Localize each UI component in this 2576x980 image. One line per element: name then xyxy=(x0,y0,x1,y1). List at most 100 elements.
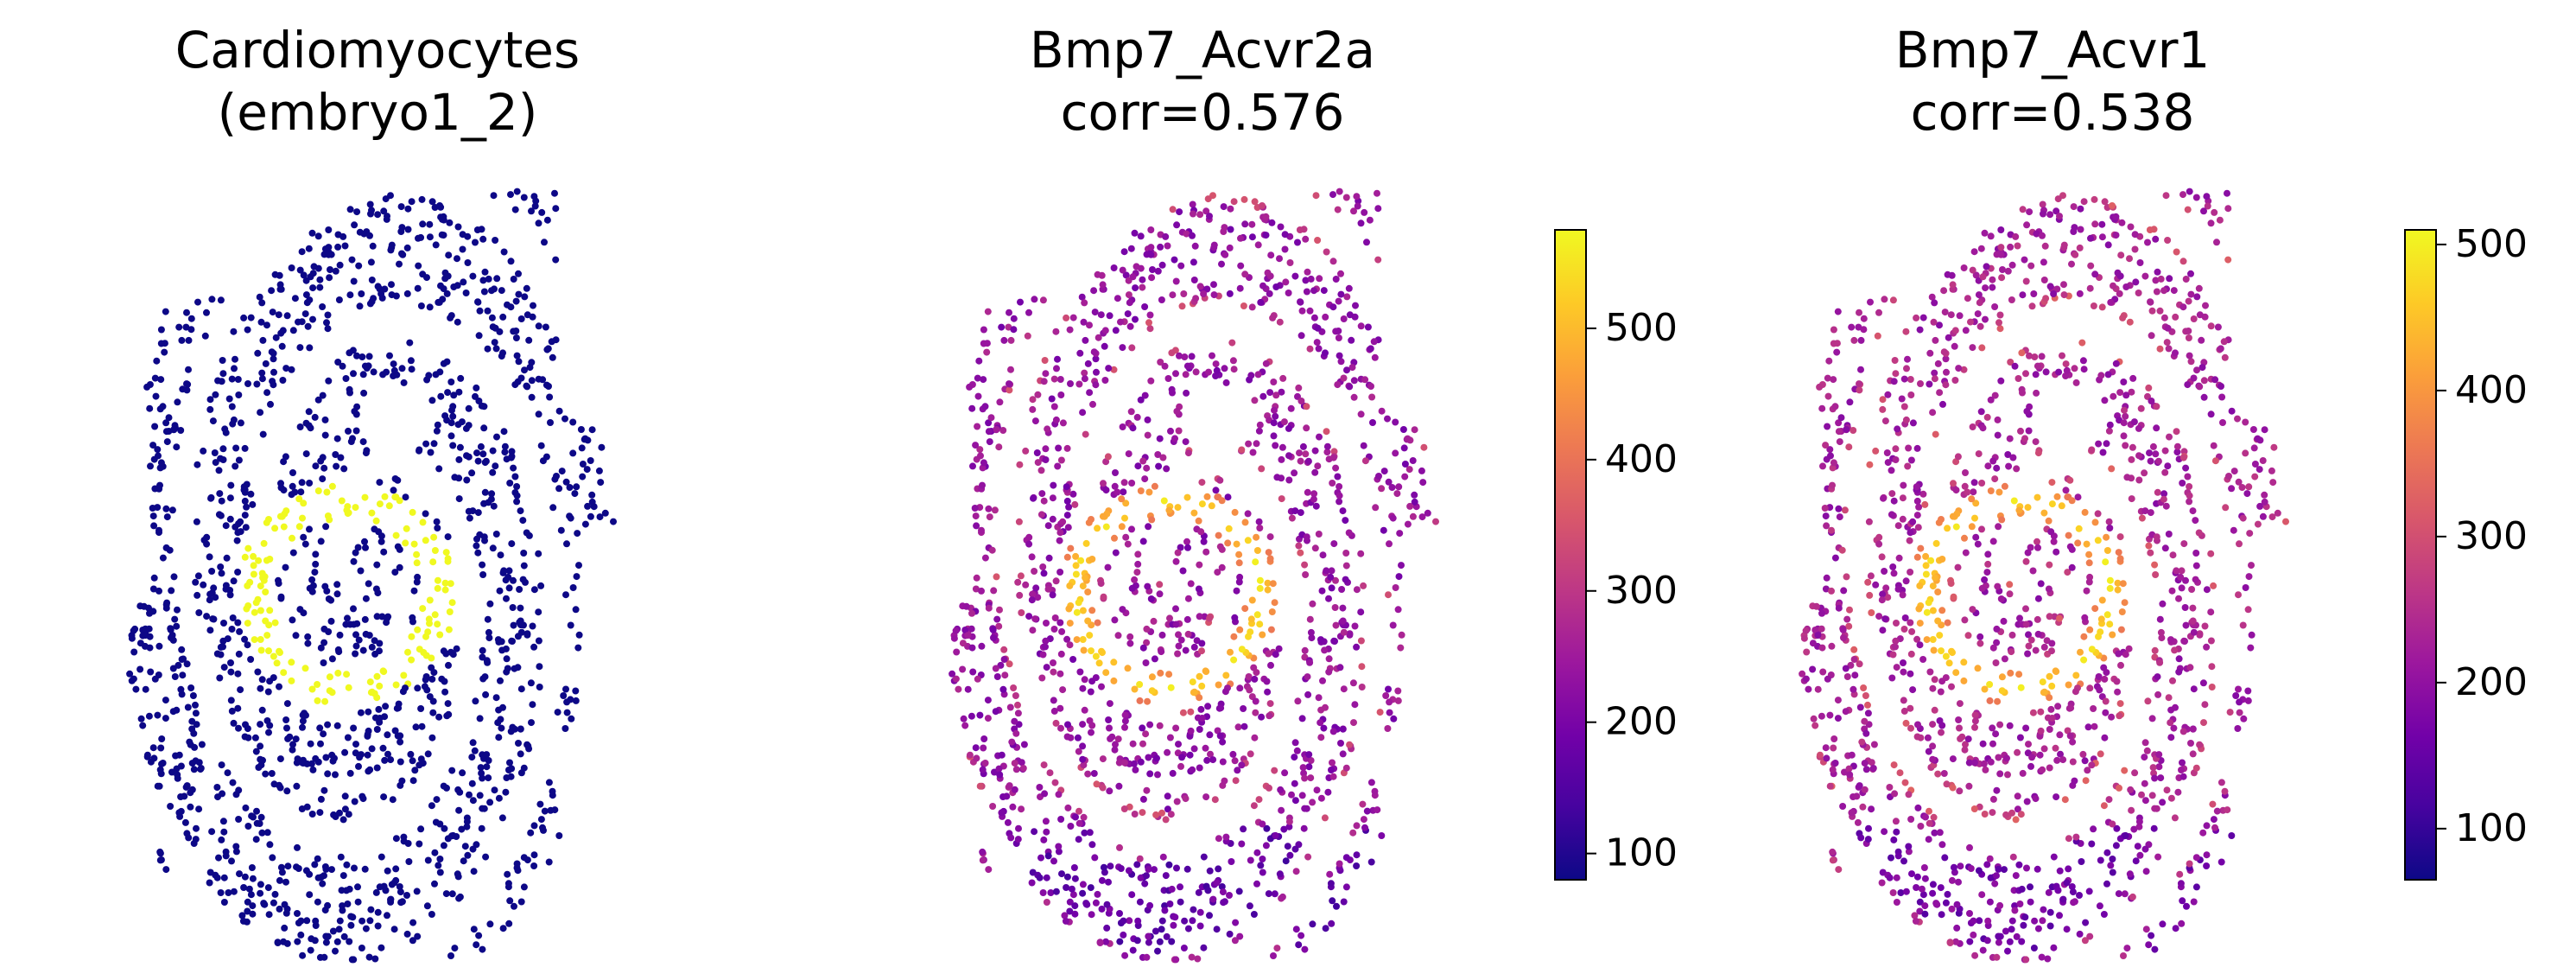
data-point xyxy=(350,620,358,628)
data-point xyxy=(1989,276,1996,283)
data-point xyxy=(1917,380,1924,387)
data-point xyxy=(1328,767,1335,773)
data-point xyxy=(283,724,290,732)
data-point xyxy=(230,328,238,335)
data-point xyxy=(203,533,211,541)
data-point xyxy=(145,625,153,633)
data-point xyxy=(2077,226,2084,233)
data-point xyxy=(1228,858,1235,865)
data-point xyxy=(1092,355,1100,363)
data-point xyxy=(2268,513,2276,521)
data-point xyxy=(2104,371,2112,379)
data-point xyxy=(1230,366,1238,373)
data-point xyxy=(1323,428,1330,436)
data-point xyxy=(1133,413,1141,421)
data-point xyxy=(1342,562,1350,570)
data-point xyxy=(1228,339,1236,347)
data-point xyxy=(463,823,471,830)
data-point xyxy=(507,454,515,461)
data-point xyxy=(1385,685,1392,693)
data-point xyxy=(479,450,487,458)
data-point xyxy=(463,476,471,484)
data-point xyxy=(1082,430,1089,438)
data-point xyxy=(469,845,477,853)
data-point xyxy=(1306,345,1314,353)
data-point xyxy=(2045,585,2053,593)
data-point xyxy=(1265,549,1272,557)
data-point xyxy=(368,509,376,517)
data-point xyxy=(244,898,251,906)
data-point xyxy=(251,608,258,616)
data-point xyxy=(1192,368,1200,376)
data-point xyxy=(299,759,306,767)
data-point xyxy=(1050,481,1057,489)
data-point xyxy=(2079,750,2087,758)
data-point xyxy=(1394,606,1402,614)
data-point xyxy=(188,760,196,767)
data-point xyxy=(1018,609,1025,616)
data-point xyxy=(1198,647,1205,655)
data-point xyxy=(1974,310,1982,318)
data-point xyxy=(500,428,508,436)
data-point xyxy=(1079,582,1087,590)
data-point xyxy=(200,447,207,455)
data-point xyxy=(1253,849,1261,856)
data-point xyxy=(1259,820,1266,828)
data-point xyxy=(2132,857,2140,865)
data-point xyxy=(307,946,314,954)
data-point xyxy=(2080,366,2088,373)
data-point xyxy=(1022,581,1030,589)
data-point xyxy=(2167,706,2175,714)
data-point xyxy=(1939,400,1946,408)
data-point xyxy=(1926,819,1933,827)
data-point xyxy=(1919,891,1927,899)
data-point xyxy=(161,348,168,356)
data-point xyxy=(1913,497,1921,505)
data-point xyxy=(1252,558,1259,566)
data-point xyxy=(335,926,343,933)
data-point xyxy=(469,797,477,805)
data-point xyxy=(1105,365,1113,372)
data-point xyxy=(1342,550,1350,557)
data-point xyxy=(2091,605,2099,613)
data-point xyxy=(1045,554,1053,562)
data-point xyxy=(1993,872,2000,880)
data-point xyxy=(1921,902,1929,910)
data-point xyxy=(2008,648,2015,656)
data-point xyxy=(409,757,416,765)
data-point xyxy=(328,655,336,663)
data-point xyxy=(1037,511,1045,519)
data-point xyxy=(1262,232,1270,239)
data-point xyxy=(320,730,327,738)
data-point xyxy=(1907,704,1914,712)
data-point xyxy=(1040,836,1048,843)
data-point xyxy=(449,651,457,659)
data-point xyxy=(2072,833,2080,841)
data-point xyxy=(1171,256,1178,264)
data-point xyxy=(985,428,993,436)
data-point xyxy=(2090,302,2097,309)
data-point xyxy=(2008,917,2016,925)
data-point xyxy=(2001,655,2008,663)
data-point xyxy=(995,622,1003,630)
data-point xyxy=(227,481,235,489)
data-point xyxy=(2190,685,2198,693)
data-point xyxy=(396,260,403,268)
data-point xyxy=(1902,416,1910,423)
data-point xyxy=(1139,724,1146,732)
data-point xyxy=(390,487,397,494)
data-point xyxy=(2021,256,2028,264)
data-point xyxy=(1308,634,1316,642)
data-point xyxy=(2088,761,2096,769)
data-point xyxy=(2141,469,2148,477)
data-point xyxy=(402,493,409,501)
data-point xyxy=(1940,770,1948,777)
data-point xyxy=(1000,646,1008,653)
data-point xyxy=(426,596,434,604)
data-point xyxy=(325,244,333,251)
data-point xyxy=(469,507,477,515)
data-point xyxy=(300,500,308,507)
data-point xyxy=(319,303,327,310)
data-point xyxy=(430,533,438,541)
data-point xyxy=(217,563,225,570)
